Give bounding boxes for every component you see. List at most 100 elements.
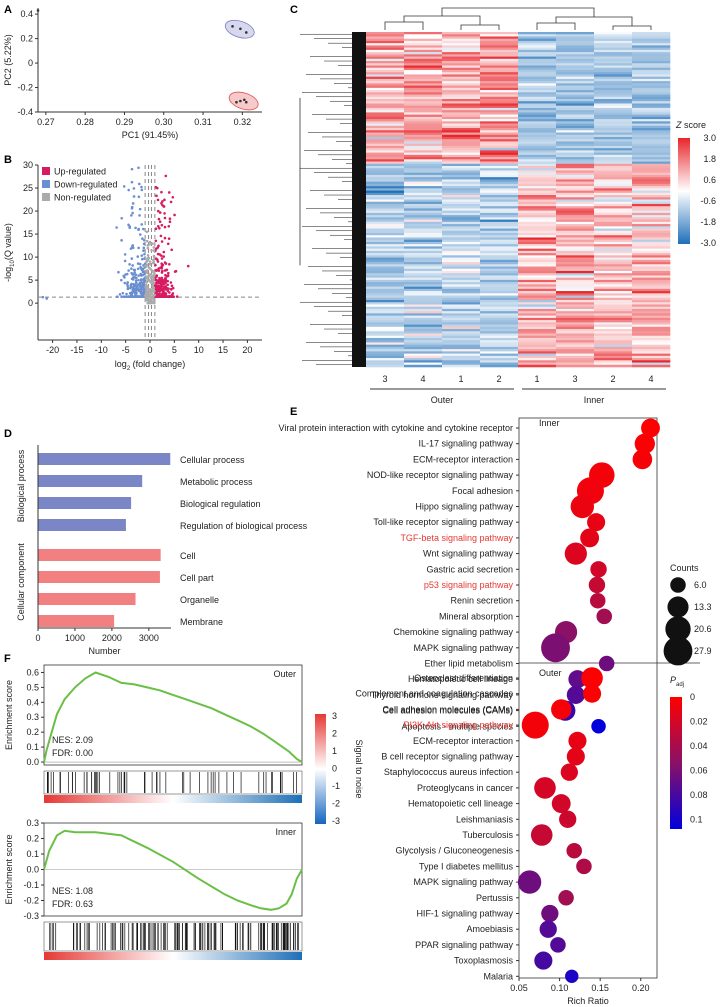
heatmap-cell	[632, 311, 671, 314]
heatmap-cell	[404, 134, 443, 138]
heatmap-cell	[366, 244, 405, 247]
heatmap-cell	[404, 161, 443, 165]
heatmap-cell	[632, 308, 671, 312]
volcano-point	[138, 282, 142, 286]
heatmap-cell	[442, 128, 481, 131]
heatmap-cell	[518, 38, 557, 42]
heatmap-cell	[442, 259, 481, 263]
heatmap-cell	[366, 228, 405, 232]
pathway-bubble	[634, 433, 655, 454]
heatmap-cell	[556, 235, 595, 238]
heatmap-cell	[632, 329, 671, 332]
heatmap-cell	[518, 250, 557, 254]
y-tick-label: 0.2	[26, 727, 39, 737]
heatmap-cell	[366, 107, 405, 111]
heatmap-cell	[556, 268, 595, 272]
heatmap-cell	[480, 257, 519, 261]
heatmap-cell	[366, 277, 405, 281]
volcano-point	[141, 284, 144, 288]
zscore-colorbar-title: Z score	[675, 120, 706, 130]
heatmap-cell	[366, 237, 405, 240]
pathway-label: Pertussis	[476, 893, 514, 903]
heatmap-cell	[518, 83, 557, 86]
pathway-bubble	[559, 810, 577, 828]
heatmap-cell	[556, 342, 595, 345]
volcano-point	[165, 295, 168, 299]
heatmap-cell	[480, 226, 519, 229]
panel-b-volcano: -20 -15 -10 -5 0 5 10 15 20051015202530Up-regula…	[3, 160, 262, 372]
volcano-point	[175, 295, 179, 298]
heatmap-cell	[518, 208, 557, 211]
heatmap-cell	[442, 313, 481, 316]
heatmap-cell	[556, 183, 595, 187]
volcano-point	[144, 299, 148, 302]
heatmap-cell	[518, 203, 557, 207]
heatmap-cell	[594, 32, 633, 35]
heatmap-cell	[366, 65, 405, 69]
heatmap-cell	[518, 206, 557, 209]
heatmap-cell	[632, 326, 671, 330]
heatmap-cell	[518, 40, 557, 44]
heatmap-cell	[366, 192, 405, 196]
heatmap-cell	[518, 226, 557, 229]
heatmap-cell	[632, 90, 671, 93]
heatmap-cell	[518, 333, 557, 337]
volcano-point	[158, 289, 162, 293]
pathway-bubble	[570, 494, 595, 519]
heatmap-cell	[480, 132, 519, 136]
heatmap-cell	[366, 273, 405, 276]
heatmap-cell	[442, 192, 481, 196]
heatmap-cell	[556, 179, 595, 182]
heatmap-cell	[442, 293, 481, 296]
heatmap-cell	[404, 123, 443, 127]
heatmap-cell	[404, 208, 443, 211]
heatmap-cell	[556, 45, 595, 48]
heatmap-cell	[594, 295, 633, 299]
heatmap-cell	[632, 166, 671, 169]
heatmap-cell	[594, 188, 633, 191]
heatmap-cell	[404, 284, 443, 287]
heatmap-cell	[366, 45, 405, 48]
heatmap-cell	[442, 250, 481, 254]
y-title-main: -log	[3, 267, 13, 282]
heatmap-cell	[366, 96, 405, 100]
heatmap-cell	[366, 208, 405, 211]
heatmap-cell	[366, 87, 405, 91]
heatmap-cell	[480, 364, 519, 368]
y-tick-label: -0.1	[23, 880, 39, 890]
y-tick-label: 0.5	[26, 682, 39, 692]
heatmap-cell	[404, 186, 443, 189]
heatmap-cell	[480, 342, 519, 345]
heatmap-cell	[404, 291, 443, 294]
heatmap-cell	[594, 159, 633, 162]
pathway-label: Thyroid hormone signaling pathway	[371, 690, 514, 700]
heatmap-cell	[518, 61, 557, 64]
heatmap-cell	[594, 286, 633, 290]
x-title-sub: 2	[127, 366, 131, 372]
pathway-bubble	[517, 870, 542, 894]
gsea-group-label: Inner	[275, 827, 296, 837]
heatmap-cell	[632, 351, 671, 354]
heatmap-cell	[556, 163, 595, 167]
heatmap-cell	[442, 349, 481, 352]
pathway-label: Hematopoietic cell lineage	[408, 674, 513, 684]
heatmap-cell	[480, 286, 519, 290]
heatmap-cell	[480, 335, 519, 339]
heatmap-cell	[594, 351, 633, 354]
heatmap-cell	[556, 157, 595, 160]
heatmap-cell	[518, 119, 557, 122]
pathway-bubble	[521, 711, 549, 739]
heatmap-cell	[480, 326, 519, 330]
size-legend-circle	[665, 616, 691, 642]
heatmap-cell	[442, 177, 481, 180]
volcano-point	[163, 198, 166, 202]
heatmap-cell	[442, 322, 481, 325]
heatmap-cell	[556, 116, 595, 120]
heatmap-cell	[366, 315, 405, 319]
heatmap-cell	[480, 351, 519, 354]
size-legend-label: 13.3	[694, 602, 712, 612]
heatmap-cell	[632, 219, 671, 223]
heatmap-cell	[404, 362, 443, 366]
padj-tick-label: 0.04	[690, 741, 708, 751]
heatmap-cell	[442, 157, 481, 160]
